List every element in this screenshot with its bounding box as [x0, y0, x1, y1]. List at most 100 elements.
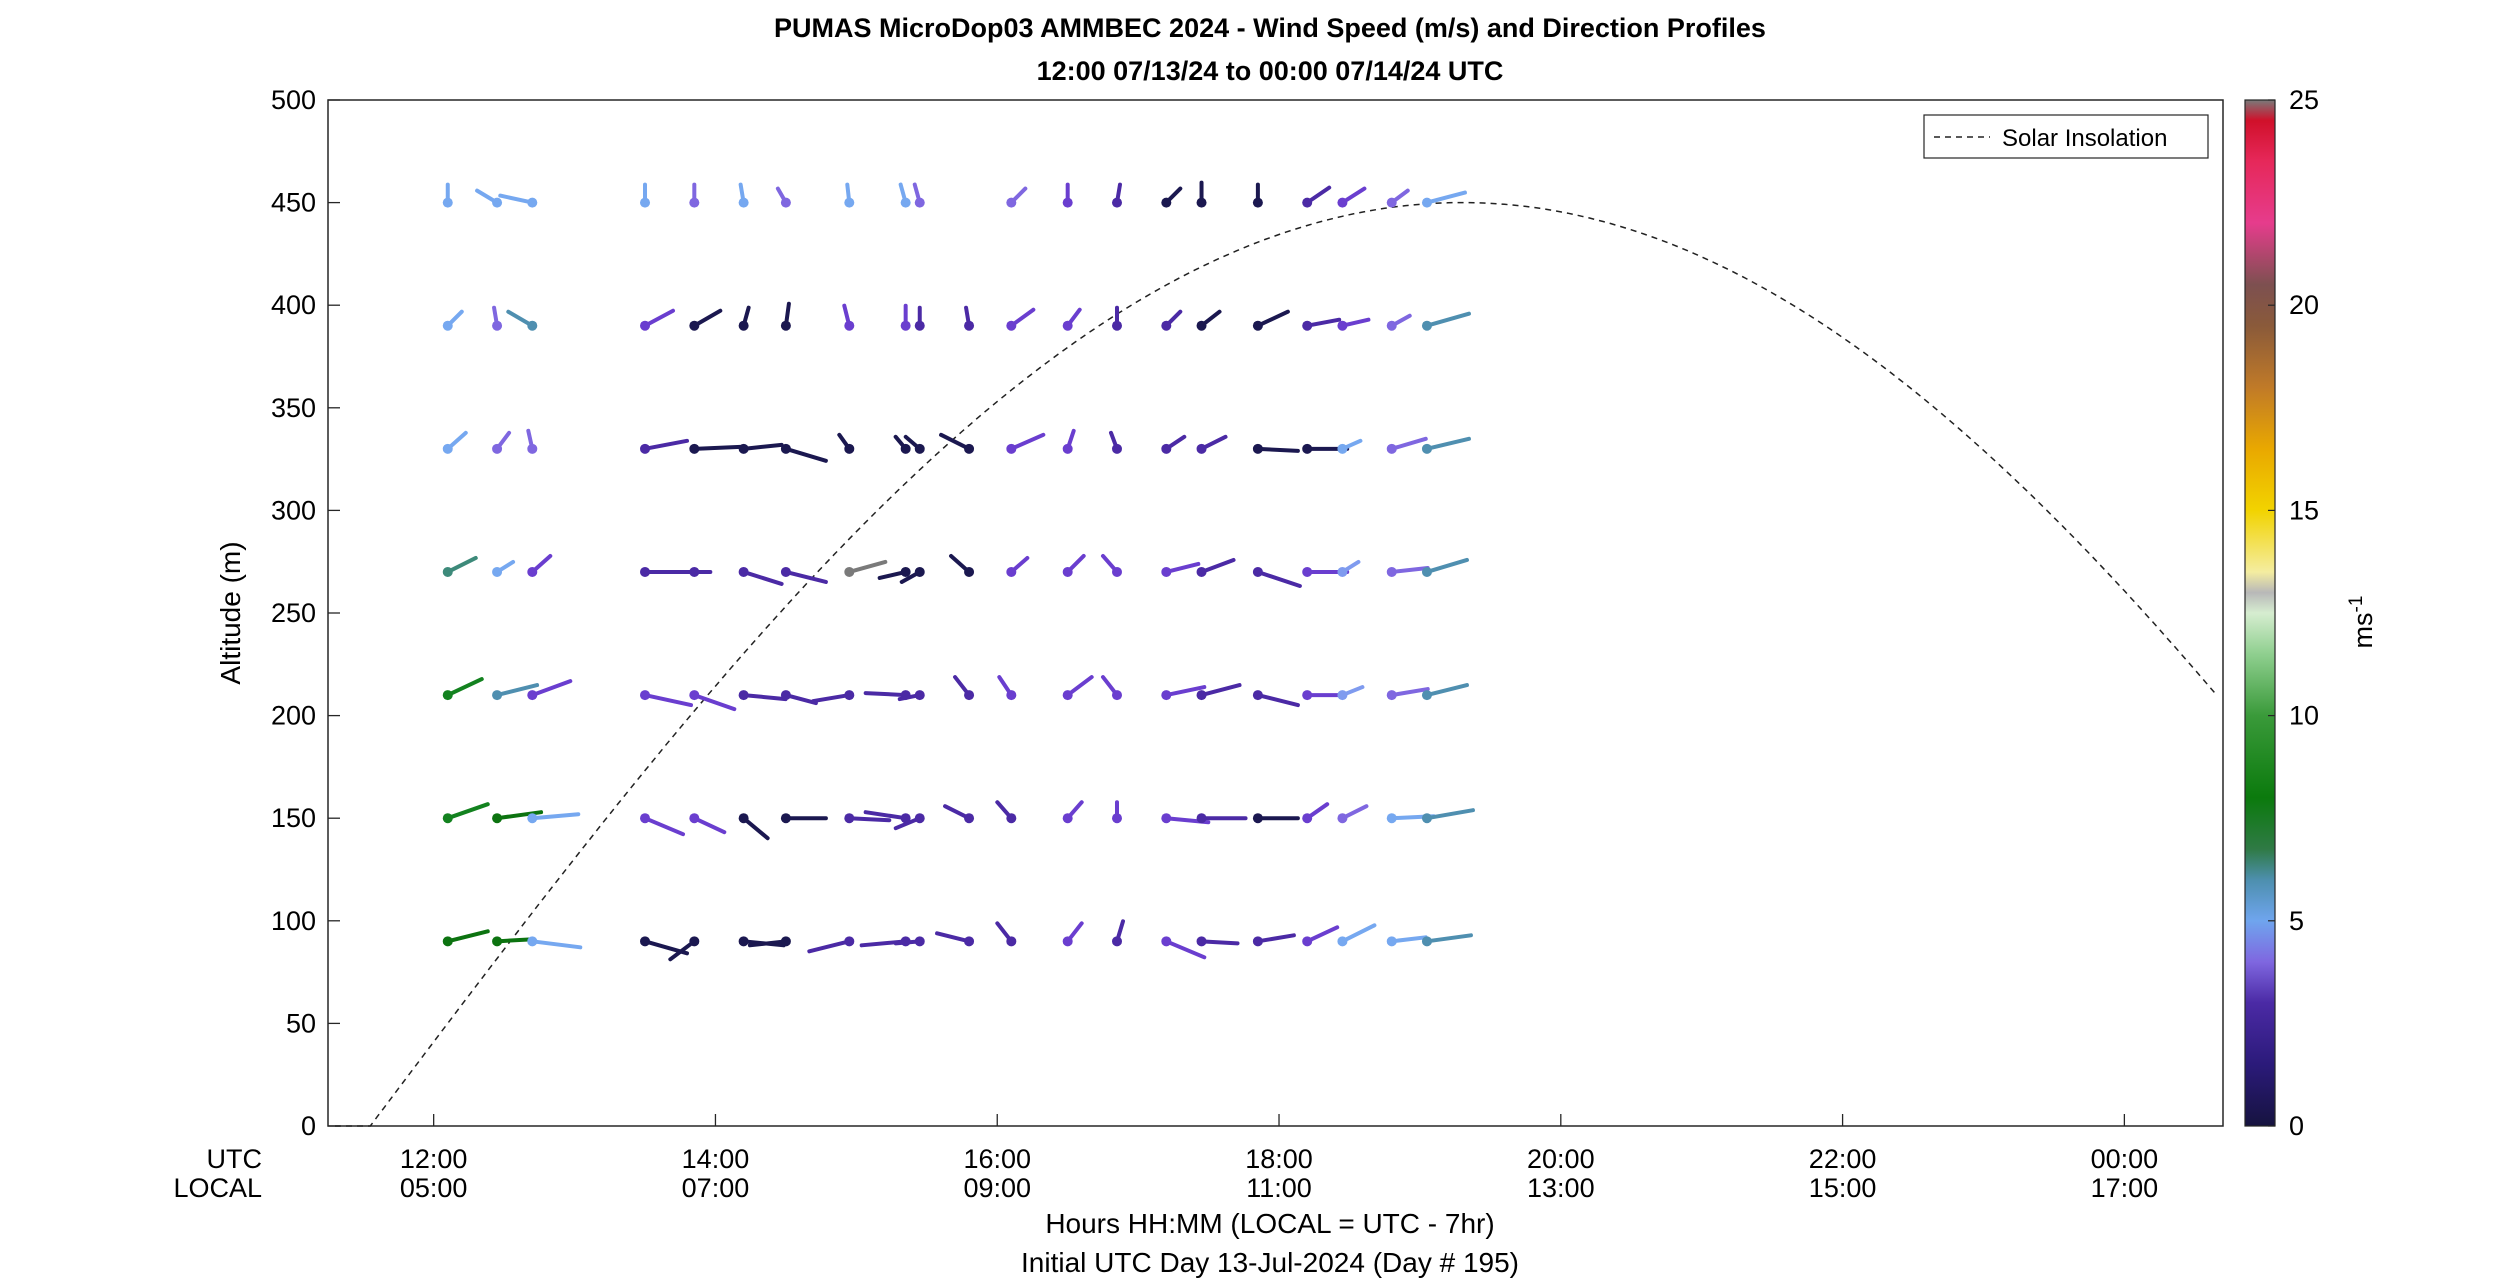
wind-vector-dot [1302, 443, 1313, 454]
wind-vector-shaft [1199, 939, 1240, 946]
wind-vector-shaft [530, 812, 581, 821]
wind-vector-shaft [783, 446, 828, 463]
wind-vector-dot [1062, 197, 1073, 208]
wind-vector [1111, 919, 1125, 947]
wind-vector [442, 555, 478, 577]
wind-vector-shaft [530, 679, 573, 698]
wind-vector-dot [900, 197, 911, 208]
wind-vector [738, 442, 784, 454]
wind-vector-dot [442, 320, 453, 331]
wind-vector [1421, 683, 1469, 701]
wind-vector-dot [1062, 320, 1073, 331]
wind-vector [893, 813, 925, 831]
y-tick-label: 300 [271, 495, 316, 525]
wind-vector-dot [1062, 690, 1073, 701]
wind-vector-shaft [1305, 317, 1342, 328]
wind-vector [1421, 190, 1467, 208]
wind-vector-dot [1302, 813, 1313, 824]
colorbar-tick-label: 20 [2289, 290, 2319, 320]
wind-vector-dot [1421, 566, 1432, 577]
wind-vector-shaft [1255, 446, 1300, 453]
wind-vector [1386, 935, 1428, 947]
wind-vector [899, 566, 925, 584]
wind-vector-dot [640, 197, 651, 208]
legend: Solar Insolation [1923, 114, 2209, 159]
x-tick-label-local: 13:00 [1527, 1173, 1595, 1203]
wind-vector-shaft [1389, 935, 1428, 944]
wind-vector-shaft [495, 683, 540, 698]
wind-vector-dot [1386, 813, 1397, 824]
wind-vector-shaft [1424, 557, 1469, 574]
wind-vector-dot [527, 813, 538, 824]
wind-vector-dot [1302, 320, 1313, 331]
wind-vector-dot [640, 443, 651, 454]
wind-vector [640, 566, 698, 577]
wind-vector-shaft [643, 693, 694, 708]
wind-vector-dot [1006, 566, 1017, 577]
row-label-local: LOCAL [173, 1173, 262, 1203]
wind-vector [1062, 553, 1086, 577]
wind-vector-dot [1252, 566, 1263, 577]
wind-vector-dot [527, 320, 538, 331]
y-tick-label: 500 [271, 85, 316, 115]
wind-vector-shaft [847, 816, 892, 823]
wind-vector-dot [844, 813, 855, 824]
wind-vector-shaft [783, 693, 818, 706]
wind-vector-dot [1386, 566, 1397, 577]
wind-vector-dot [780, 813, 791, 824]
wind-vector-dot [1111, 566, 1122, 577]
wind-vector-shaft [445, 677, 484, 698]
y-tick-label: 200 [271, 701, 316, 731]
wind-vector [1252, 813, 1300, 824]
wind-vector [1252, 566, 1302, 588]
wind-vector [807, 936, 855, 954]
wind-vector-dot [780, 320, 791, 331]
wind-vector [738, 813, 770, 841]
wind-vector-dot [442, 936, 453, 947]
wind-vector [844, 559, 888, 577]
wind-vector [1062, 428, 1076, 454]
colorbar-tick-label: 15 [2289, 495, 2319, 525]
wind-vector-dot [844, 690, 855, 701]
wind-vector-dot [1006, 197, 1017, 208]
wind-vector [1386, 687, 1430, 701]
wind-vector-shaft [445, 555, 478, 574]
wind-vector-dot [964, 690, 975, 701]
wind-vector-shaft [643, 308, 676, 328]
wind-vector-shaft [935, 931, 972, 944]
wind-vector-shaft [1424, 436, 1471, 451]
wind-vector [498, 193, 538, 208]
wind-vector-dot [780, 566, 791, 577]
wind-vector-dot [1302, 566, 1313, 577]
y-axis-label: Altitude (m) [215, 541, 246, 684]
wind-vector [1421, 436, 1471, 454]
wind-vector-dot [1196, 566, 1207, 577]
wind-vector-dot [689, 443, 700, 454]
wind-vector-dot [780, 443, 791, 454]
wind-vector-dot [640, 813, 651, 824]
y-tick-label: 50 [286, 1008, 316, 1038]
colorbar-tick-label: 10 [2289, 701, 2319, 731]
wind-vector [1161, 561, 1201, 577]
wind-vector [877, 566, 911, 580]
wind-vector-dot [527, 690, 538, 701]
wind-vector-dot [1252, 813, 1263, 824]
wind-vector-dot [1421, 813, 1432, 824]
wind-vector [964, 305, 975, 331]
wind-vector-dot [1421, 443, 1432, 454]
wind-vector-dot [1006, 936, 1017, 947]
wind-vector [640, 182, 651, 208]
wind-vector-shaft [783, 569, 828, 584]
wind-vector-dot [844, 936, 855, 947]
wind-vector-dot [1252, 320, 1263, 331]
wind-vector [689, 182, 700, 208]
wind-vector [1161, 434, 1187, 454]
wind-vector-dot [900, 813, 911, 824]
colorbar-tick-label: 0 [2289, 1111, 2304, 1141]
wind-vector-dot [1252, 690, 1263, 701]
wind-vector [1252, 933, 1296, 947]
wind-vector-dot [640, 320, 651, 331]
wind-vector-dot [1196, 320, 1207, 331]
wind-vector [640, 813, 686, 837]
colorbar-gradient [2244, 99, 2276, 1127]
